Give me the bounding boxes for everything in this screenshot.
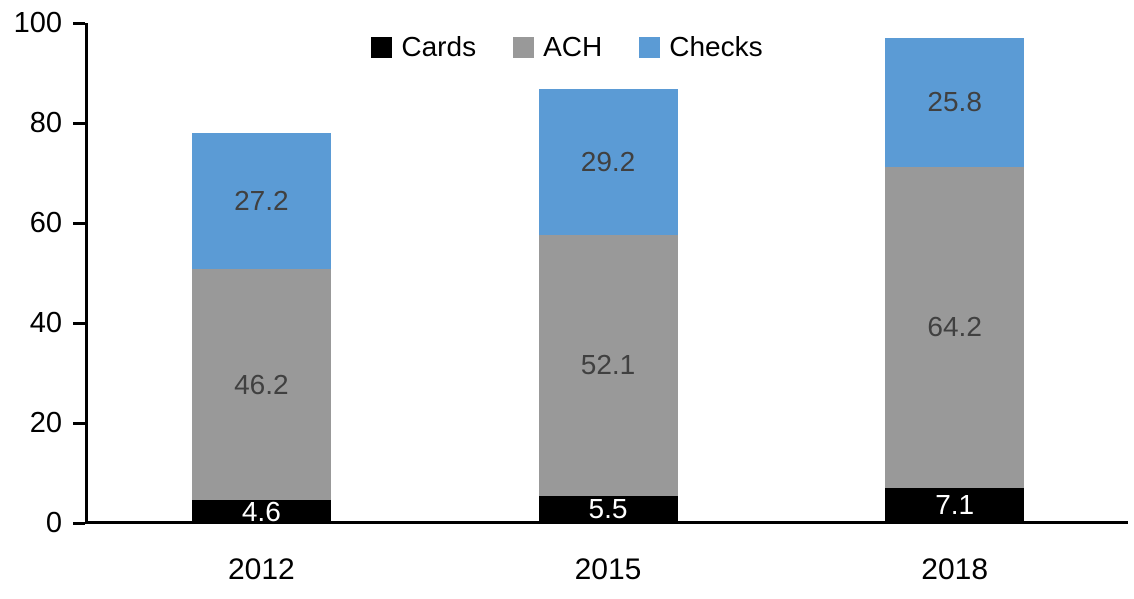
bar-group-2018: 7.1 64.2 25.8 bbox=[885, 37, 1025, 523]
y-tick-mark bbox=[73, 221, 85, 225]
bar-segment-cards-2015: 5.5 bbox=[538, 493, 678, 525]
y-tick-mark bbox=[73, 21, 85, 25]
y-tick-mark bbox=[73, 421, 85, 425]
legend-swatch-ach bbox=[513, 36, 535, 58]
bar-value-label: 25.8 bbox=[927, 86, 982, 117]
legend-label-checks: Checks bbox=[669, 31, 763, 62]
legend-item-checks: Checks bbox=[639, 31, 763, 62]
y-tick-mark bbox=[73, 321, 85, 325]
y-tick-label: 0 bbox=[45, 507, 62, 539]
bar-group-2015: 5.5 52.1 29.2 bbox=[538, 89, 678, 525]
bar-segment-checks-2018: 25.8 bbox=[885, 37, 1025, 167]
bar-segment-checks-2015: 29.2 bbox=[538, 89, 678, 235]
legend-label-ach: ACH bbox=[543, 31, 603, 62]
bar-value-label: 29.2 bbox=[580, 146, 636, 177]
y-tick-label: 100 bbox=[13, 7, 62, 39]
y-tick-mark bbox=[73, 521, 85, 525]
bar-group-2012: 4.6 46.2 27.2 bbox=[191, 133, 331, 527]
legend-item-cards: Cards bbox=[371, 33, 476, 61]
y-tick-mark bbox=[73, 121, 85, 125]
y-tick-label: 20 bbox=[29, 407, 62, 439]
bar-segment-cards-2012: 4.6 bbox=[191, 495, 331, 527]
bar-value-label: 27.2 bbox=[234, 185, 289, 216]
y-axis-line bbox=[85, 23, 88, 524]
bar-value-label: 52.1 bbox=[580, 349, 636, 381]
legend-label-cards: Cards bbox=[401, 31, 477, 62]
legend-swatch-checks bbox=[639, 36, 661, 58]
y-tick-label: 40 bbox=[29, 307, 62, 339]
y-tick-label: 80 bbox=[29, 107, 62, 139]
y-tick-label: 60 bbox=[29, 207, 62, 239]
bar-value-label: 5.5 bbox=[588, 493, 628, 525]
bar-segment-checks-2012: 27.2 bbox=[191, 133, 331, 269]
bar-value-label: 46.2 bbox=[234, 368, 289, 400]
x-category-label-2018: 2018 bbox=[921, 553, 989, 586]
legend-item-ach: ACH bbox=[513, 33, 602, 61]
bar-value-label: 4.6 bbox=[241, 495, 281, 527]
bar-value-label: 64.2 bbox=[927, 311, 982, 342]
bar-segment-ach-2018: 64.2 bbox=[885, 166, 1025, 488]
bar-segment-ach-2015: 52.1 bbox=[538, 235, 678, 496]
chart-legend: Cards ACH Checks bbox=[0, 33, 1134, 61]
bar-segment-ach-2012: 46.2 bbox=[191, 269, 331, 500]
x-category-label-2015: 2015 bbox=[574, 553, 642, 586]
x-category-label-2012: 2012 bbox=[227, 553, 295, 586]
bar-segment-cards-2018: 7.1 bbox=[885, 487, 1025, 523]
legend-swatch-cards bbox=[371, 36, 393, 58]
bar-value-label: 7.1 bbox=[935, 489, 975, 521]
